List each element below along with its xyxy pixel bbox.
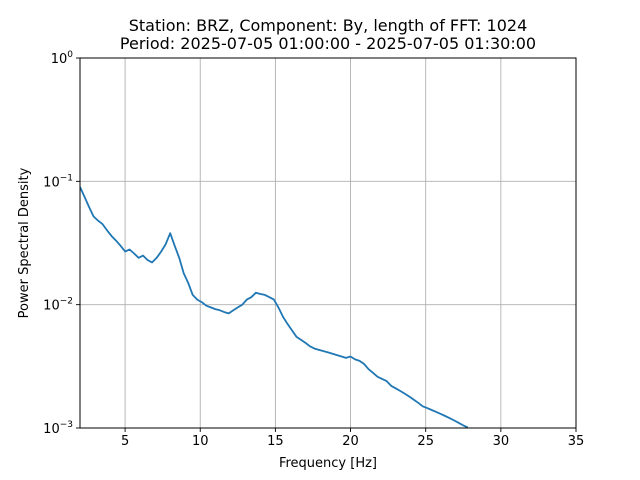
chart-title-line1: Station: BRZ, Component: By, length of F… [129, 16, 528, 35]
x-tick-label: 35 [568, 434, 585, 449]
y-tick-label: 10−2 [43, 297, 73, 314]
x-tick-label: 15 [267, 434, 284, 449]
x-tick-label: 25 [417, 434, 434, 449]
x-tick-label: 10 [192, 434, 209, 449]
x-axis-label: Frequency [Hz] [279, 456, 377, 471]
y-tick-label: 10−1 [43, 173, 73, 190]
grid-lines [80, 58, 576, 428]
y-axis-label: Power Spectral Density [17, 167, 32, 318]
chart-title-line2: Period: 2025-07-05 01:00:00 - 2025-07-05… [120, 34, 536, 53]
x-tick-label: 5 [121, 434, 129, 449]
y-tick-label: 100 [51, 50, 74, 67]
psd-series-line [80, 186, 469, 428]
y-axis-ticks: 100 10−1 10−2 10−3 [43, 50, 80, 437]
x-axis-ticks: 5 10 15 20 25 30 35 [121, 428, 584, 449]
y-tick-label: 10−3 [43, 420, 73, 437]
plot-frame [79, 57, 577, 429]
x-tick-label: 20 [342, 434, 359, 449]
x-tick-label: 30 [493, 434, 510, 449]
